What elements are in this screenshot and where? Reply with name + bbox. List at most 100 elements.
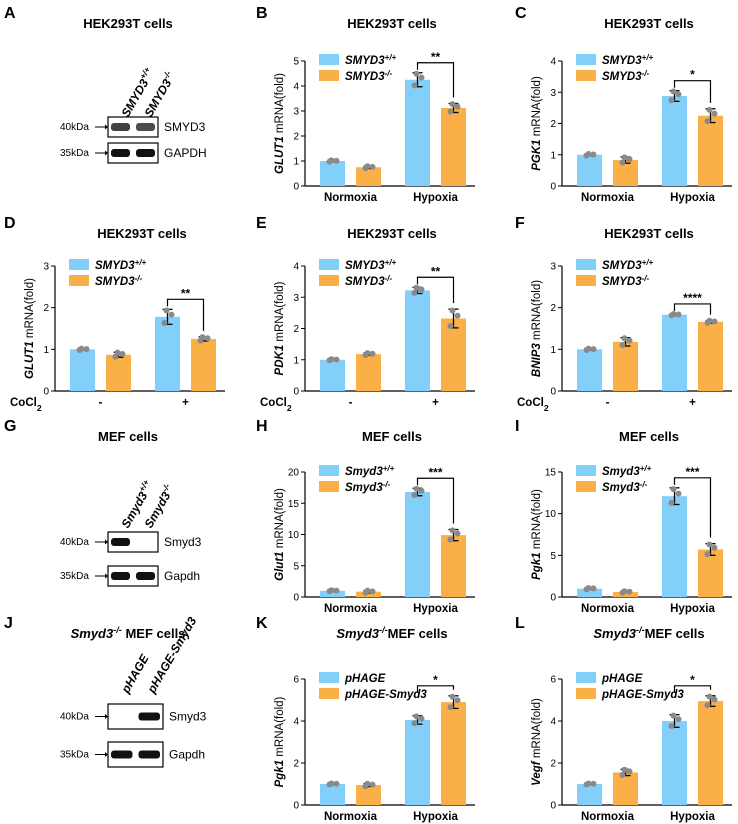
significance-bracket	[673, 303, 712, 315]
data-point	[454, 103, 461, 110]
bar	[155, 316, 180, 391]
bar	[356, 354, 381, 391]
panel-letter-K: K	[256, 615, 268, 632]
bar	[441, 318, 466, 391]
legend-entry: SMYD3+/+	[345, 53, 397, 68]
legend-swatch	[319, 481, 339, 492]
data-point	[449, 693, 456, 700]
y-tick-label: 0	[293, 387, 299, 398]
significance-bracket	[673, 685, 712, 693]
x-tick-label: -	[99, 397, 103, 409]
bar	[698, 115, 723, 186]
chart-panel-L: L Smyd3-/-MEF cells 0 2 4 6 Vegf mRNA(fold) Nor…	[515, 615, 732, 823]
data-point	[670, 88, 677, 95]
chart-title: MEF cells	[362, 429, 422, 444]
y-tick-label: 3	[550, 88, 556, 99]
data-point	[704, 118, 711, 125]
data-point	[163, 307, 170, 314]
legend-swatch	[319, 70, 339, 81]
bar	[613, 592, 638, 597]
panel-letter-E: E	[256, 215, 267, 232]
protein-band	[111, 572, 130, 580]
data-point	[675, 311, 682, 318]
data-point	[411, 289, 418, 296]
bar	[577, 349, 602, 391]
bar	[441, 535, 466, 597]
data-point	[585, 780, 592, 787]
data-point	[706, 541, 713, 548]
legend-entry: SMYD3-/-	[345, 69, 393, 84]
x-prefix-label: CoCl2	[10, 397, 42, 413]
y-tick-label: 3	[293, 107, 299, 118]
x-tick-label: +	[689, 397, 696, 409]
data-point	[585, 150, 592, 157]
y-tick-label: 1	[293, 355, 299, 366]
kda-marker: 40kDa	[60, 122, 89, 133]
legend-entry: pHAGE	[601, 673, 643, 685]
y-axis-label: Pgk1 mRNA(fold)	[274, 696, 286, 787]
significance-label: *	[433, 673, 438, 687]
y-tick-label: 4	[293, 717, 299, 728]
y-tick-label: 5	[550, 551, 556, 562]
y-tick-label: 0	[293, 801, 299, 812]
bar	[441, 702, 466, 805]
panel-letter-B: B	[256, 5, 268, 22]
data-point	[364, 587, 371, 594]
panel-letter-A: A	[4, 5, 16, 22]
chart-title: HEK293T cells	[347, 16, 437, 31]
x-tick-label: Normoxia	[324, 603, 378, 615]
y-tick-label: 0	[43, 387, 49, 398]
chart-title: Smyd3-/-MEF cells	[593, 625, 704, 641]
panel-letter-C: C	[515, 5, 527, 22]
data-point	[369, 588, 376, 595]
bar	[320, 784, 345, 805]
data-point	[447, 108, 454, 115]
data-point	[626, 768, 633, 775]
kda-arrowhead	[105, 573, 108, 579]
legend-swatch	[319, 465, 339, 476]
y-tick-label: 2	[550, 303, 556, 314]
blot-title: MEF cells	[98, 429, 158, 444]
x-tick-label: Hypoxia	[670, 811, 715, 823]
panel-letter-J: J	[4, 615, 13, 632]
y-tick-label: 2	[293, 324, 299, 335]
data-point	[114, 349, 121, 356]
data-point	[418, 74, 425, 81]
legend-swatch	[319, 259, 339, 270]
data-point	[328, 587, 335, 594]
blot-row-label: Smyd3	[169, 710, 207, 724]
bar	[70, 349, 95, 391]
y-tick-label: 6	[550, 675, 556, 686]
y-tick-label: 0	[293, 182, 299, 193]
y-tick-label: 20	[288, 468, 300, 479]
legend-swatch	[319, 672, 339, 683]
y-tick-label: 0	[550, 593, 556, 604]
significance-label: *	[690, 673, 695, 687]
bar	[191, 338, 216, 391]
y-tick-label: 0	[550, 182, 556, 193]
chart-panel-F: F HEK293T cells 0 1 2 3 BNIP3 mRNA(fold) - + CoCl…	[515, 215, 732, 413]
x-tick-label: -	[349, 397, 353, 409]
legend-entry: SMYD3+/+	[95, 258, 147, 273]
legend-entry: SMYD3+/+	[602, 258, 654, 273]
x-tick-label: Hypoxia	[670, 603, 715, 615]
x-tick-label: Normoxia	[324, 811, 378, 823]
chart-panel-C: C HEK293T cells 0 1 2 3 4 PGK1 mRNA(fold) Normox…	[515, 5, 732, 204]
bar	[698, 321, 723, 391]
legend-swatch	[576, 481, 596, 492]
x-tick-label: +	[182, 397, 189, 409]
significance-label: **	[181, 286, 191, 300]
data-point	[590, 151, 597, 158]
chart-title: HEK293T cells	[604, 16, 694, 31]
bar	[662, 721, 687, 805]
bar	[320, 359, 345, 391]
legend-entry: pHAGE-Smyd3	[601, 689, 684, 701]
data-point	[364, 780, 371, 787]
data-point	[364, 350, 371, 357]
bar	[577, 784, 602, 805]
legend-swatch	[576, 70, 596, 81]
data-point	[619, 159, 626, 166]
y-tick-label: 4	[293, 82, 299, 93]
